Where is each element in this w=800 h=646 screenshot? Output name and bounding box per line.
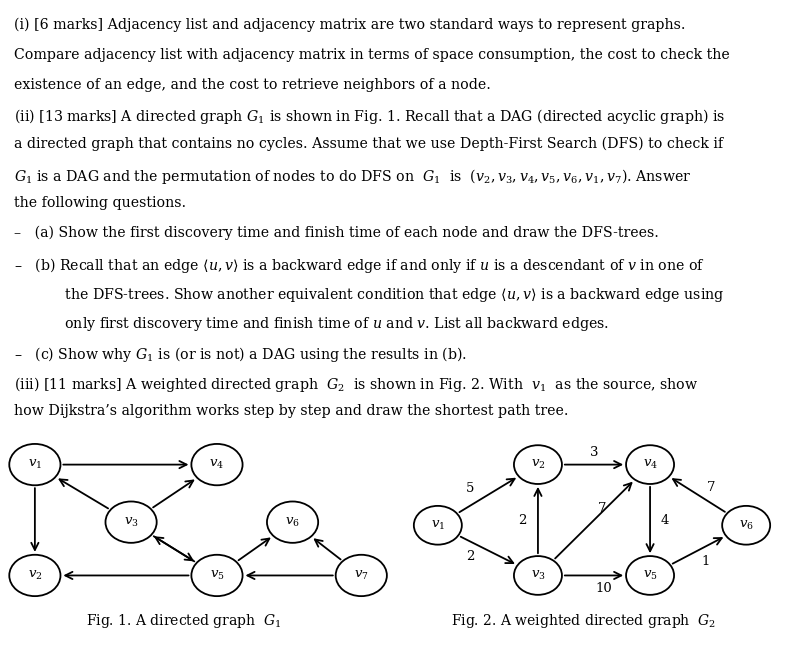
Circle shape (267, 501, 318, 543)
Circle shape (191, 555, 242, 596)
Text: $v_5$: $v_5$ (210, 569, 224, 582)
Text: Fig. 1. A directed graph  $G_1$: Fig. 1. A directed graph $G_1$ (86, 612, 282, 630)
Text: –   (a) Show the first discovery time and finish time of each node and draw the : – (a) Show the first discovery time and … (14, 226, 659, 240)
Text: $v_7$: $v_7$ (354, 569, 369, 582)
Text: 7: 7 (706, 481, 715, 494)
Text: –   (c) Show why $G_1$ is (or is not) a DAG using the results in (b).: – (c) Show why $G_1$ is (or is not) a DA… (14, 345, 467, 364)
Text: $v_4$: $v_4$ (642, 458, 658, 471)
Text: the DFS-trees. Show another equivalent condition that edge $\langle u, v \rangle: the DFS-trees. Show another equivalent c… (42, 286, 725, 304)
Text: Fig. 2. A weighted directed graph  $G_2$: Fig. 2. A weighted directed graph $G_2$ (451, 612, 717, 630)
Text: how Dijkstra’s algorithm works step by step and draw the shortest path tree.: how Dijkstra’s algorithm works step by s… (14, 404, 569, 419)
Text: $v_3$: $v_3$ (530, 569, 546, 582)
Text: 1: 1 (702, 556, 710, 568)
Circle shape (10, 555, 61, 596)
Text: the following questions.: the following questions. (14, 196, 186, 211)
Circle shape (106, 501, 157, 543)
Text: 2: 2 (466, 550, 474, 563)
Text: $v_1$: $v_1$ (430, 519, 445, 532)
Text: 7: 7 (598, 502, 606, 515)
Circle shape (191, 444, 242, 485)
Text: only first discovery time and finish time of $u$ and $v$. List all backward edge: only first discovery time and finish tim… (42, 315, 610, 333)
Circle shape (336, 555, 387, 596)
Text: $v_4$: $v_4$ (210, 458, 225, 471)
Text: 5: 5 (466, 482, 474, 495)
Text: (iii) [11 marks] A weighted directed graph  $G_2$  is shown in Fig. 2. With  $v_: (iii) [11 marks] A weighted directed gra… (14, 375, 698, 393)
Text: 3: 3 (590, 446, 598, 459)
Circle shape (10, 444, 61, 485)
Text: 2: 2 (518, 514, 526, 526)
Text: $v_3$: $v_3$ (124, 516, 138, 528)
Text: a directed graph that contains no cycles. Assume that we use Depth-First Search : a directed graph that contains no cycles… (14, 137, 723, 151)
Text: $G_1$ is a DAG and the permutation of nodes to do DFS on  $G_1$  is  $(v_2, v_3,: $G_1$ is a DAG and the permutation of no… (14, 167, 692, 185)
Circle shape (626, 445, 674, 484)
Circle shape (722, 506, 770, 545)
Text: existence of an edge, and the cost to retrieve neighbors of a node.: existence of an edge, and the cost to re… (14, 78, 491, 92)
Circle shape (514, 556, 562, 595)
Text: $v_2$: $v_2$ (530, 458, 546, 471)
Text: Compare adjacency list with adjacency matrix in terms of space consumption, the : Compare adjacency list with adjacency ma… (14, 48, 730, 62)
Text: $v_2$: $v_2$ (28, 569, 42, 582)
Text: $v_6$: $v_6$ (738, 519, 754, 532)
Text: $v_6$: $v_6$ (285, 516, 300, 528)
Text: –   (b) Recall that an edge $\langle u, v \rangle$ is a backward edge if and onl: – (b) Recall that an edge $\langle u, v … (14, 256, 706, 275)
Circle shape (514, 445, 562, 484)
Text: (ii) [13 marks] A directed graph $G_1$ is shown in Fig. 1. Recall that a DAG (di: (ii) [13 marks] A directed graph $G_1$ i… (14, 107, 726, 126)
Circle shape (414, 506, 462, 545)
Text: $v_5$: $v_5$ (642, 569, 658, 582)
Text: (i) [6 marks] Adjacency list and adjacency matrix are two standard ways to repre: (i) [6 marks] Adjacency list and adjacen… (14, 18, 686, 32)
Text: 10: 10 (595, 582, 612, 595)
Circle shape (626, 556, 674, 595)
Text: 4: 4 (660, 514, 669, 526)
Text: $v_1$: $v_1$ (28, 458, 42, 471)
